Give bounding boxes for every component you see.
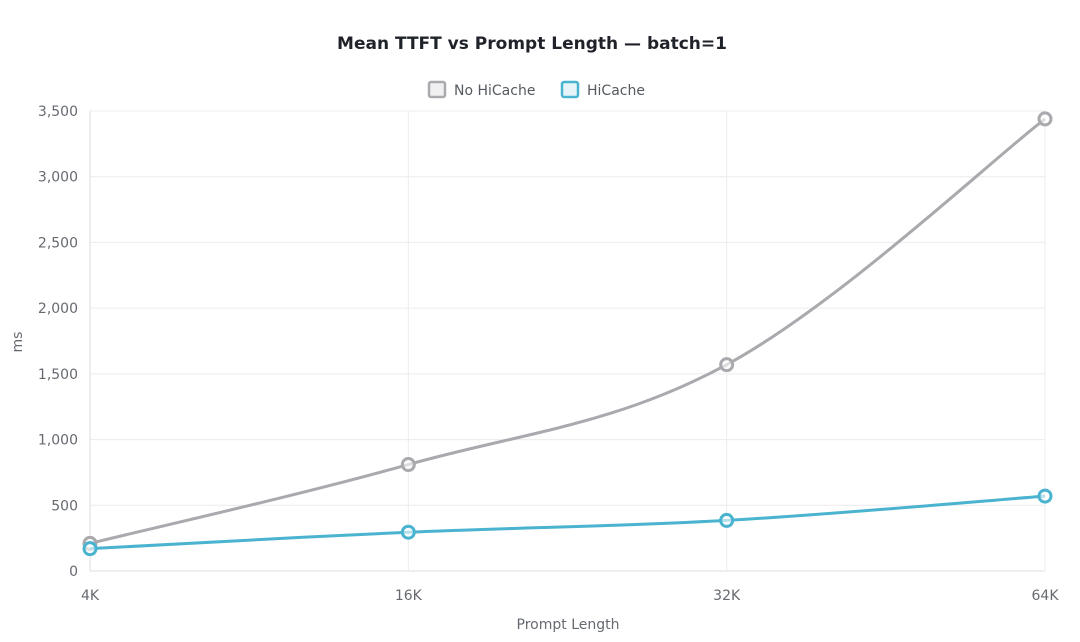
legend-label-hicache: HiCache xyxy=(587,83,645,99)
y-tick-label: 1,500 xyxy=(38,367,78,383)
series-layer xyxy=(82,111,1053,557)
series-line-no-hicache xyxy=(89,117,1046,545)
y-tick-label: 2,500 xyxy=(38,235,78,251)
data-point-hicache[interactable] xyxy=(1037,488,1053,504)
data-point-no-hicache[interactable] xyxy=(400,457,416,473)
x-tick-label: 32K xyxy=(713,588,741,604)
y-tick-label: 3,500 xyxy=(38,104,78,120)
x-tick-label: 4K xyxy=(81,588,100,604)
data-point-hicache[interactable] xyxy=(400,524,416,540)
x-axis-label: Prompt Length xyxy=(517,617,620,633)
legend-label-no-hicache: No HiCache xyxy=(454,83,535,99)
legend-item-no-hicache[interactable]: No HiCache xyxy=(427,80,535,99)
x-tick-label: 16K xyxy=(395,588,423,604)
chart-title: Mean TTFT vs Prompt Length — batch=1 xyxy=(337,34,727,54)
y-tick-label: 2,000 xyxy=(38,301,78,317)
data-point-no-hicache[interactable] xyxy=(719,357,735,373)
data-point-hicache[interactable] xyxy=(719,512,735,528)
y-tick-label: 3,000 xyxy=(38,170,78,186)
grid-lines xyxy=(89,110,1046,572)
y-tick-label: 0 xyxy=(69,564,78,580)
y-tick-label: 500 xyxy=(51,498,78,514)
legend: No HiCache HiCache xyxy=(427,80,645,99)
data-point-no-hicache[interactable] xyxy=(1037,111,1053,127)
x-tick-label: 64K xyxy=(1032,588,1060,604)
legend-swatch-no-hicache xyxy=(427,80,447,99)
y-axis-ticks: 0 500 1,000 1,500 2,000 2,500 3,000 3,500 xyxy=(38,104,78,580)
series-no-hicache xyxy=(82,111,1053,551)
x-axis-ticks: 4K 16K 32K 64K xyxy=(81,588,1059,604)
series-hicache xyxy=(82,488,1053,557)
series-line-hicache xyxy=(89,494,1046,551)
legend-swatch-hicache xyxy=(560,80,580,99)
y-tick-label: 1,000 xyxy=(38,433,78,449)
legend-item-hicache[interactable]: HiCache xyxy=(560,80,645,99)
data-point-hicache[interactable] xyxy=(82,541,98,557)
y-axis-label: ms xyxy=(10,332,26,353)
